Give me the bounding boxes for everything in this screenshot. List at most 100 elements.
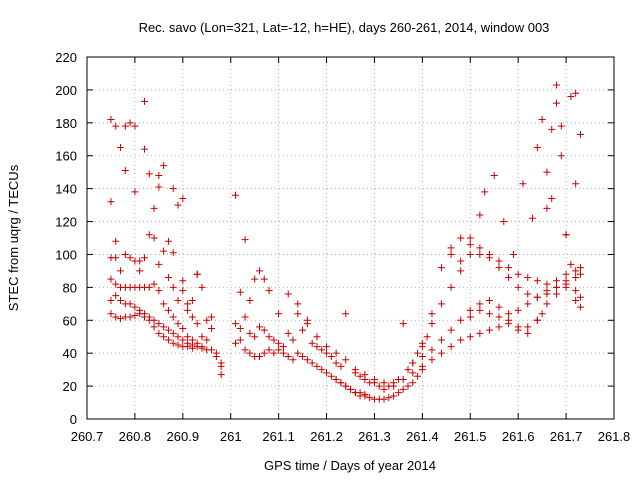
data-point: [318, 366, 326, 374]
data-point: [447, 250, 455, 258]
series-arc-early-e: [107, 310, 196, 352]
data-point: [495, 323, 503, 331]
data-point: [164, 336, 172, 344]
data-point: [112, 313, 120, 321]
series-arc-trough-upper: [351, 310, 436, 393]
data-point: [169, 283, 177, 291]
data-point: [524, 329, 532, 337]
data-point: [107, 116, 115, 124]
data-point: [289, 336, 297, 344]
data-point: [476, 329, 484, 337]
data-point: [232, 191, 240, 199]
data-point: [562, 231, 570, 239]
data-point: [409, 369, 417, 377]
data-point: [284, 352, 292, 360]
data-point: [198, 333, 206, 341]
data-point: [136, 267, 144, 275]
data-point: [284, 290, 292, 298]
data-point: [246, 329, 254, 337]
data-point: [562, 270, 570, 278]
data-point: [342, 310, 350, 318]
data-point: [418, 339, 426, 347]
data-point: [428, 346, 436, 354]
series-arc-late-e: [447, 81, 584, 265]
data-point: [174, 201, 182, 209]
data-point: [160, 333, 168, 341]
data-point: [232, 339, 240, 347]
x-tick-label: 261.1: [262, 429, 295, 444]
chart-title: Rec. savo (Lon=321, Lat=-12, h=HE), days…: [139, 20, 550, 35]
series-arc-midday-a: [232, 191, 398, 390]
data-point: [457, 336, 465, 344]
x-tick-label: 261.6: [502, 429, 535, 444]
data-point: [409, 359, 417, 367]
data-point: [140, 97, 148, 105]
series-arc-early-d: [107, 292, 206, 352]
data-point: [112, 254, 120, 262]
series-arc-high-left: [107, 97, 225, 379]
data-point: [169, 339, 177, 347]
data-point: [476, 250, 484, 258]
data-point: [260, 349, 268, 357]
data-point: [136, 310, 144, 318]
data-point: [409, 379, 417, 387]
y-tick-label: 140: [55, 182, 77, 197]
data-point: [476, 244, 484, 252]
data-point: [265, 346, 273, 354]
data-point: [553, 277, 561, 285]
y-tick-label: 20: [63, 379, 77, 394]
data-point: [179, 195, 187, 203]
data-point: [485, 310, 493, 318]
data-point: [131, 188, 139, 196]
data-point: [255, 323, 263, 331]
y-tick-label: 220: [55, 50, 77, 65]
data-point: [418, 352, 426, 360]
data-point: [112, 122, 120, 130]
data-point: [457, 234, 465, 242]
data-point: [557, 122, 565, 130]
data-point: [140, 254, 148, 262]
data-point: [394, 389, 402, 397]
data-point: [169, 329, 177, 337]
data-point: [572, 89, 580, 97]
data-point: [428, 320, 436, 328]
data-point: [107, 198, 115, 206]
data-point: [251, 275, 259, 283]
data-point: [327, 372, 335, 380]
data-point: [299, 352, 307, 360]
data-point: [164, 306, 172, 314]
data-point: [509, 250, 517, 258]
data-point: [279, 349, 287, 357]
data-point: [208, 313, 216, 321]
data-point: [140, 313, 148, 321]
data-point: [543, 290, 551, 298]
data-point: [576, 303, 584, 311]
x-tick-label: 261.8: [598, 429, 631, 444]
data-point: [572, 267, 580, 275]
data-point: [332, 359, 340, 367]
y-tick-label: 0: [70, 412, 77, 427]
data-point: [193, 320, 201, 328]
data-point: [428, 356, 436, 364]
series-arc-late-f: [466, 89, 580, 337]
data-point: [533, 316, 541, 324]
data-point: [366, 394, 374, 402]
data-point: [251, 333, 259, 341]
data-point: [126, 119, 134, 127]
data-point: [308, 359, 316, 367]
data-point: [107, 275, 115, 283]
data-point: [174, 320, 182, 328]
data-point: [255, 267, 263, 275]
data-point: [155, 329, 163, 337]
data-point: [203, 346, 211, 354]
data-point: [351, 389, 359, 397]
data-point: [524, 290, 532, 298]
data-point: [447, 326, 455, 334]
data-point: [323, 369, 331, 377]
data-point: [519, 180, 527, 188]
data-point: [174, 333, 182, 341]
data-point: [198, 283, 206, 291]
x-tick-label: 261.4: [406, 429, 439, 444]
data-point: [193, 270, 201, 278]
data-point: [572, 297, 580, 305]
